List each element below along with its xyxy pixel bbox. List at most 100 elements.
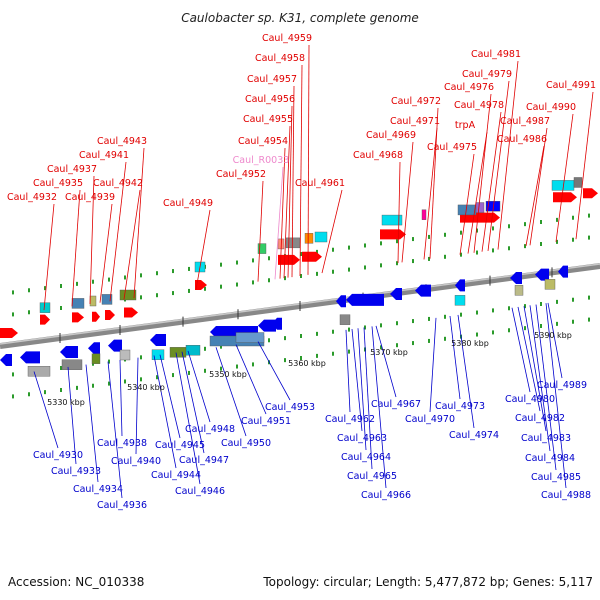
top-label-leader — [307, 44, 310, 275]
track-dot — [156, 293, 158, 298]
track-dot — [300, 334, 302, 338]
forward-gene-arrow — [92, 311, 100, 322]
track-dot — [236, 282, 238, 287]
track-dot — [572, 215, 574, 220]
top-gene-label: Caul_4939 — [65, 192, 115, 203]
bottom-gene-label: Caul_4985 — [531, 472, 581, 483]
track-dot — [12, 312, 14, 317]
reverse-gene-arrow — [346, 293, 384, 306]
bottom-label-leader — [375, 325, 397, 398]
bottom-label-leader — [175, 352, 201, 485]
track-dot — [92, 279, 94, 284]
gene-block — [101, 294, 113, 305]
genome-summary-text: Topology: circular; Length: 5,477,872 bp… — [262, 575, 593, 589]
bottom-label-leader — [107, 361, 123, 499]
track-dot — [492, 248, 494, 253]
bottom-label-leader — [363, 327, 373, 470]
bottom-gene-label: Caul_4984 — [525, 453, 575, 464]
track-dot — [524, 222, 526, 227]
top-label-leader — [497, 60, 519, 250]
forward-gene-arrow — [278, 254, 300, 265]
track-dot — [508, 328, 510, 333]
top-label-leader — [429, 107, 439, 259]
top-gene-label: Caul_4942 — [93, 178, 143, 189]
track-dot — [252, 258, 254, 263]
reverse-gene-arrow — [258, 319, 276, 332]
track-dot — [268, 278, 270, 283]
gene-block — [169, 347, 187, 358]
track-dot — [108, 359, 110, 364]
bottom-label-leader — [215, 347, 247, 437]
track-dot — [364, 243, 366, 248]
track-dot — [156, 375, 158, 380]
track-dot — [428, 234, 430, 239]
top-gene-label: Caul_4971 — [390, 116, 440, 127]
bottom-label-leader — [159, 354, 181, 439]
track-dot — [188, 370, 190, 375]
top-gene-label: Caul_4952 — [216, 169, 266, 180]
top-gene-label: Caul_4932 — [7, 192, 57, 203]
track-dot — [28, 288, 30, 293]
top-label-leader — [299, 64, 303, 277]
top-label-leader — [274, 166, 284, 280]
bottom-label-leader — [235, 344, 267, 415]
track-dot — [12, 372, 14, 377]
bottom-label-leader — [85, 364, 99, 483]
track-dot — [396, 261, 398, 266]
track-dot — [588, 317, 590, 322]
track-dot — [220, 262, 222, 267]
map-title: Caulobacter sp. K31, complete genome — [181, 11, 419, 25]
top-gene-label: Caul_4954 — [238, 136, 288, 147]
track-dot — [444, 336, 446, 341]
bottom-gene-label: Caul_4967 — [371, 399, 421, 410]
top-label-leader — [529, 127, 548, 246]
track-dot — [460, 312, 462, 317]
top-gene-label: Caul_4969 — [366, 130, 416, 141]
track-dot — [572, 297, 574, 302]
track-dot — [428, 256, 430, 261]
top-label-leader — [525, 145, 545, 246]
gene-block — [27, 366, 51, 377]
track-dot — [284, 358, 286, 363]
bottom-gene-label: Caul_4980 — [505, 394, 555, 405]
gene-block — [39, 302, 51, 313]
gene-block — [185, 345, 201, 356]
bottom-label-leader — [449, 315, 461, 400]
bottom-label-leader — [187, 350, 211, 423]
top-label-leader — [195, 209, 211, 290]
gene-block — [71, 298, 85, 309]
top-label-leader — [401, 141, 414, 263]
top-gene-label: Caul_4976 — [444, 82, 494, 93]
top-gene-label: Caul_4986 — [497, 134, 547, 145]
track-dot — [428, 338, 430, 343]
gene-block — [257, 243, 267, 254]
top-label-leader — [257, 180, 264, 282]
track-dot — [444, 232, 446, 237]
scale-label: 5330 kbp — [47, 398, 85, 407]
top-gene-label: Caul_4949 — [163, 198, 213, 209]
top-label-leader — [321, 189, 343, 274]
track-dot — [140, 295, 142, 300]
bottom-gene-label: Caul_4973 — [435, 401, 485, 412]
track-dot — [444, 254, 446, 259]
bottom-gene-label: Caul_4944 — [151, 470, 201, 481]
track-dot — [12, 394, 14, 399]
top-label-leader — [283, 125, 291, 279]
track-dot — [76, 385, 78, 390]
reverse-gene-arrow — [558, 265, 568, 278]
top-gene-label: Caul_4979 — [462, 69, 512, 80]
track-dot — [172, 373, 174, 378]
track-dot — [508, 246, 510, 251]
bottom-gene-label: Caul_4951 — [241, 416, 291, 427]
bottom-gene-label: Caul_4948 — [185, 424, 235, 435]
track-dot — [220, 344, 222, 349]
bottom-gene-label: Caul_4965 — [347, 471, 397, 482]
forward-gene-arrow — [40, 314, 50, 325]
track-dot — [364, 265, 366, 270]
bottom-gene-label: Caul_4983 — [521, 433, 571, 444]
track-dot — [556, 299, 558, 304]
bottom-gene-label: Caul_4962 — [325, 414, 375, 425]
track-dot — [508, 306, 510, 311]
track-dot — [556, 217, 558, 222]
track-dot — [508, 224, 510, 229]
